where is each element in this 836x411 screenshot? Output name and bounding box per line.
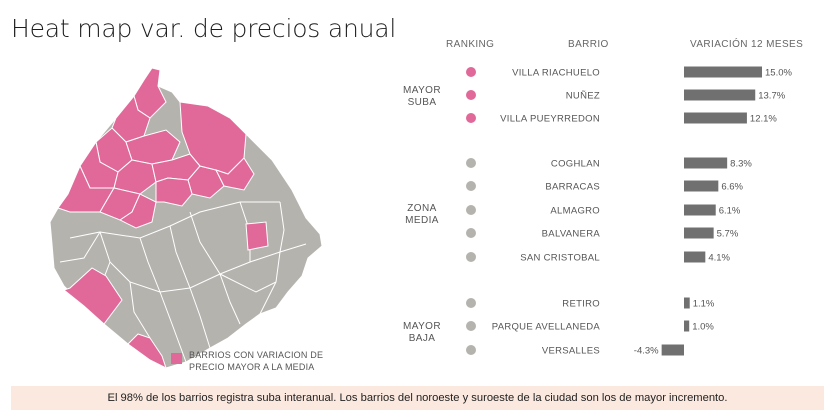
barrio-label: COGHLAN <box>551 159 600 170</box>
rank-dot <box>466 345 476 355</box>
variation-bar <box>684 251 706 263</box>
variation-bar <box>661 344 684 356</box>
map-district-center-c <box>155 177 193 207</box>
ranking-bar-chart: VILLA RIACHUELO 15.0% NUÑEZ 13.7% VILLA PUEY… <box>466 66 792 357</box>
barrio-label: PARQUE AVELLANEDA <box>492 322 601 333</box>
variation-value-label: 1.1% <box>693 299 715 310</box>
map-district-center-small <box>245 221 269 251</box>
barrio-label: VILLA PUEYRREDON <box>500 114 600 125</box>
barrio-label: VERSALLES <box>542 346 600 357</box>
barrio-label: BARRACAS <box>545 182 600 193</box>
map-district-east-a <box>215 157 255 191</box>
rank-dot <box>466 158 476 168</box>
page-title: Heat map var. de precios anual <box>11 14 397 43</box>
variation-value-label: 6.1% <box>719 206 741 217</box>
group-label-mayor-suba: MAYOR SUBA <box>392 85 452 109</box>
rank-dot <box>466 90 476 100</box>
header-barrio: BARRIO <box>568 39 609 50</box>
legend-text: BARRIOS CON VARIACION DE PRECIO MAYOR A … <box>189 350 324 372</box>
group-label-line2: SUBA <box>407 97 437 108</box>
map-district-west-a <box>57 164 115 213</box>
variation-value-label: 1.0% <box>692 322 714 333</box>
variation-bar <box>684 89 756 101</box>
variation-value-label: 5.7% <box>717 229 739 240</box>
rank-dot <box>466 181 476 191</box>
map-highlighted-districts <box>57 67 269 369</box>
group-label-zona-media: ZONA MEDIA <box>392 203 452 227</box>
barrio-label: NUÑEZ <box>566 91 600 102</box>
barrio-label: VILLA RIACHUELO <box>512 68 600 79</box>
variation-value-label: 6.6% <box>721 182 743 193</box>
group-label-mayor-baja: MAYOR BAJA <box>392 321 452 345</box>
group-label-line2: BAJA <box>408 333 436 344</box>
map-district-southwest <box>62 267 123 325</box>
rank-dot <box>466 113 476 123</box>
variation-value-label: 4.1% <box>708 253 730 264</box>
header-variacion: VARIACIÓN 12 MESES <box>690 39 804 50</box>
variation-value-label: 15.0% <box>765 68 792 79</box>
rank-dot <box>466 228 476 238</box>
variation-bar <box>684 227 714 239</box>
variation-value-label: -4.3% <box>634 346 659 357</box>
variation-bar <box>684 66 762 78</box>
rank-dot <box>466 67 476 77</box>
variation-bar <box>684 297 690 309</box>
rank-dot <box>466 205 476 215</box>
variation-bar <box>684 112 747 124</box>
variation-bar <box>684 157 728 169</box>
variation-value-label: 13.7% <box>758 91 785 102</box>
variation-bar <box>684 204 716 216</box>
variation-bar <box>684 320 690 332</box>
group-label-line1: MAYOR <box>403 85 441 96</box>
legend-swatch <box>171 353 182 364</box>
group-label-line1: ZONA <box>407 203 437 214</box>
footer-note: El 98% de los barrios registra suba inte… <box>11 386 824 410</box>
barrio-label: ALMAGRO <box>550 206 600 217</box>
rank-dot <box>466 252 476 262</box>
barrio-label: RETIRO <box>562 299 600 310</box>
rank-dot <box>466 298 476 308</box>
barrio-label: BALVANERA <box>542 229 601 240</box>
header-ranking: RANKING <box>446 39 495 50</box>
variation-bar <box>684 180 719 192</box>
city-heat-map <box>49 67 323 369</box>
map-district-south <box>127 333 167 369</box>
group-label-line1: MAYOR <box>403 321 441 332</box>
variation-value-label: 12.1% <box>750 114 777 125</box>
group-label-line2: MEDIA <box>405 215 439 226</box>
barrio-label: SAN CRISTOBAL <box>520 253 600 264</box>
variation-value-label: 8.3% <box>730 159 752 170</box>
rank-dot <box>466 321 476 331</box>
